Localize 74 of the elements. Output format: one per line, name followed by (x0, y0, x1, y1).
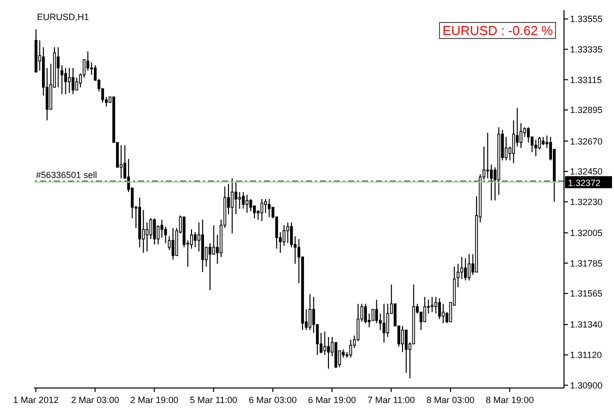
candlestick (512, 120, 515, 164)
ref-line-label: 1.32372 (568, 178, 601, 188)
candlestick (423, 296, 426, 322)
candlestick (64, 67, 68, 95)
candlestick (149, 218, 152, 240)
candlestick (208, 242, 212, 291)
candlestick (86, 50, 90, 72)
y-tick-label: 1.33115 (570, 74, 602, 85)
candlestick (194, 232, 197, 248)
candlestick (60, 64, 64, 95)
y-tick-label: 1.32450 (570, 166, 603, 177)
candlestick (504, 136, 508, 161)
candlestick (460, 256, 464, 280)
candlestick (142, 210, 145, 254)
candlestick (172, 227, 174, 260)
x-tick-label: 8 Mar 03:00 (426, 395, 475, 405)
candlestick (153, 218, 156, 246)
candlestick (323, 330, 326, 356)
candlestick (375, 299, 378, 324)
x-tick-label: 7 Mar 11:00 (368, 395, 415, 405)
y-tick-label: 1.30900 (570, 380, 603, 390)
candlestick (146, 222, 148, 252)
candlestick (371, 308, 374, 321)
candlestick (268, 198, 271, 218)
candlestick (430, 296, 434, 313)
y-tick-label: 1.32670 (570, 136, 603, 146)
candlestick (534, 139, 538, 157)
y-tick-label: 1.32230 (570, 196, 603, 207)
candlestick (464, 258, 467, 281)
y-tick-label: 1.33555 (570, 14, 603, 24)
candlestick (68, 67, 71, 94)
candlestick (364, 303, 367, 324)
x-tick-label: 6 Mar 19:00 (308, 395, 356, 405)
y-tick-label: 1.31785 (570, 258, 603, 268)
annotation: EURUSD : -0.62 % (439, 22, 556, 39)
candlestick (434, 296, 438, 314)
candlestick (230, 178, 234, 234)
y-tick-label: 1.31565 (570, 288, 603, 299)
ref-line-label: #56336501 sell (36, 170, 98, 180)
x-tick-label: 8 Mar 19:00 (486, 395, 534, 405)
candlestick (75, 77, 78, 91)
candlestick (490, 164, 493, 201)
y-tick-label: 1.32895 (570, 105, 603, 116)
candlestick (72, 67, 74, 95)
x-tick-label: 5 Mar 11:00 (190, 395, 238, 405)
x-tick-label: 1 Mar 2012 (13, 395, 59, 405)
candlestick (378, 313, 382, 331)
candlestick (308, 294, 312, 331)
candlestick (526, 126, 530, 143)
x-tick-label: 2 Mar 19:00 (130, 395, 178, 405)
chart-title: EURUSD,H1 (37, 12, 90, 22)
candlestick (349, 339, 352, 358)
y-tick-label: 1.32005 (570, 228, 603, 238)
candlestick (234, 182, 238, 215)
candlestick (401, 325, 404, 353)
candlestick (438, 298, 441, 320)
candlestick (242, 192, 245, 210)
candlestick (260, 198, 264, 222)
candlestick (382, 303, 386, 343)
y-tick-label: 1.31120 (570, 350, 602, 360)
candlestick (286, 222, 290, 244)
y-tick-label: 1.31340 (570, 320, 603, 330)
candlestick (468, 254, 471, 281)
candlestick (238, 192, 242, 210)
candlestick (404, 330, 408, 374)
candlestick (120, 144, 123, 179)
candlestick (386, 303, 390, 338)
x-tick-label: 2 Mar 03:00 (71, 395, 120, 405)
candlestick (486, 132, 490, 179)
x-tick-label: 6 Mar 03:00 (248, 395, 297, 405)
candlestick (442, 303, 445, 324)
candlestick (56, 46, 60, 88)
candlestick (246, 194, 248, 214)
y-tick-label: 1.33335 (570, 44, 603, 55)
